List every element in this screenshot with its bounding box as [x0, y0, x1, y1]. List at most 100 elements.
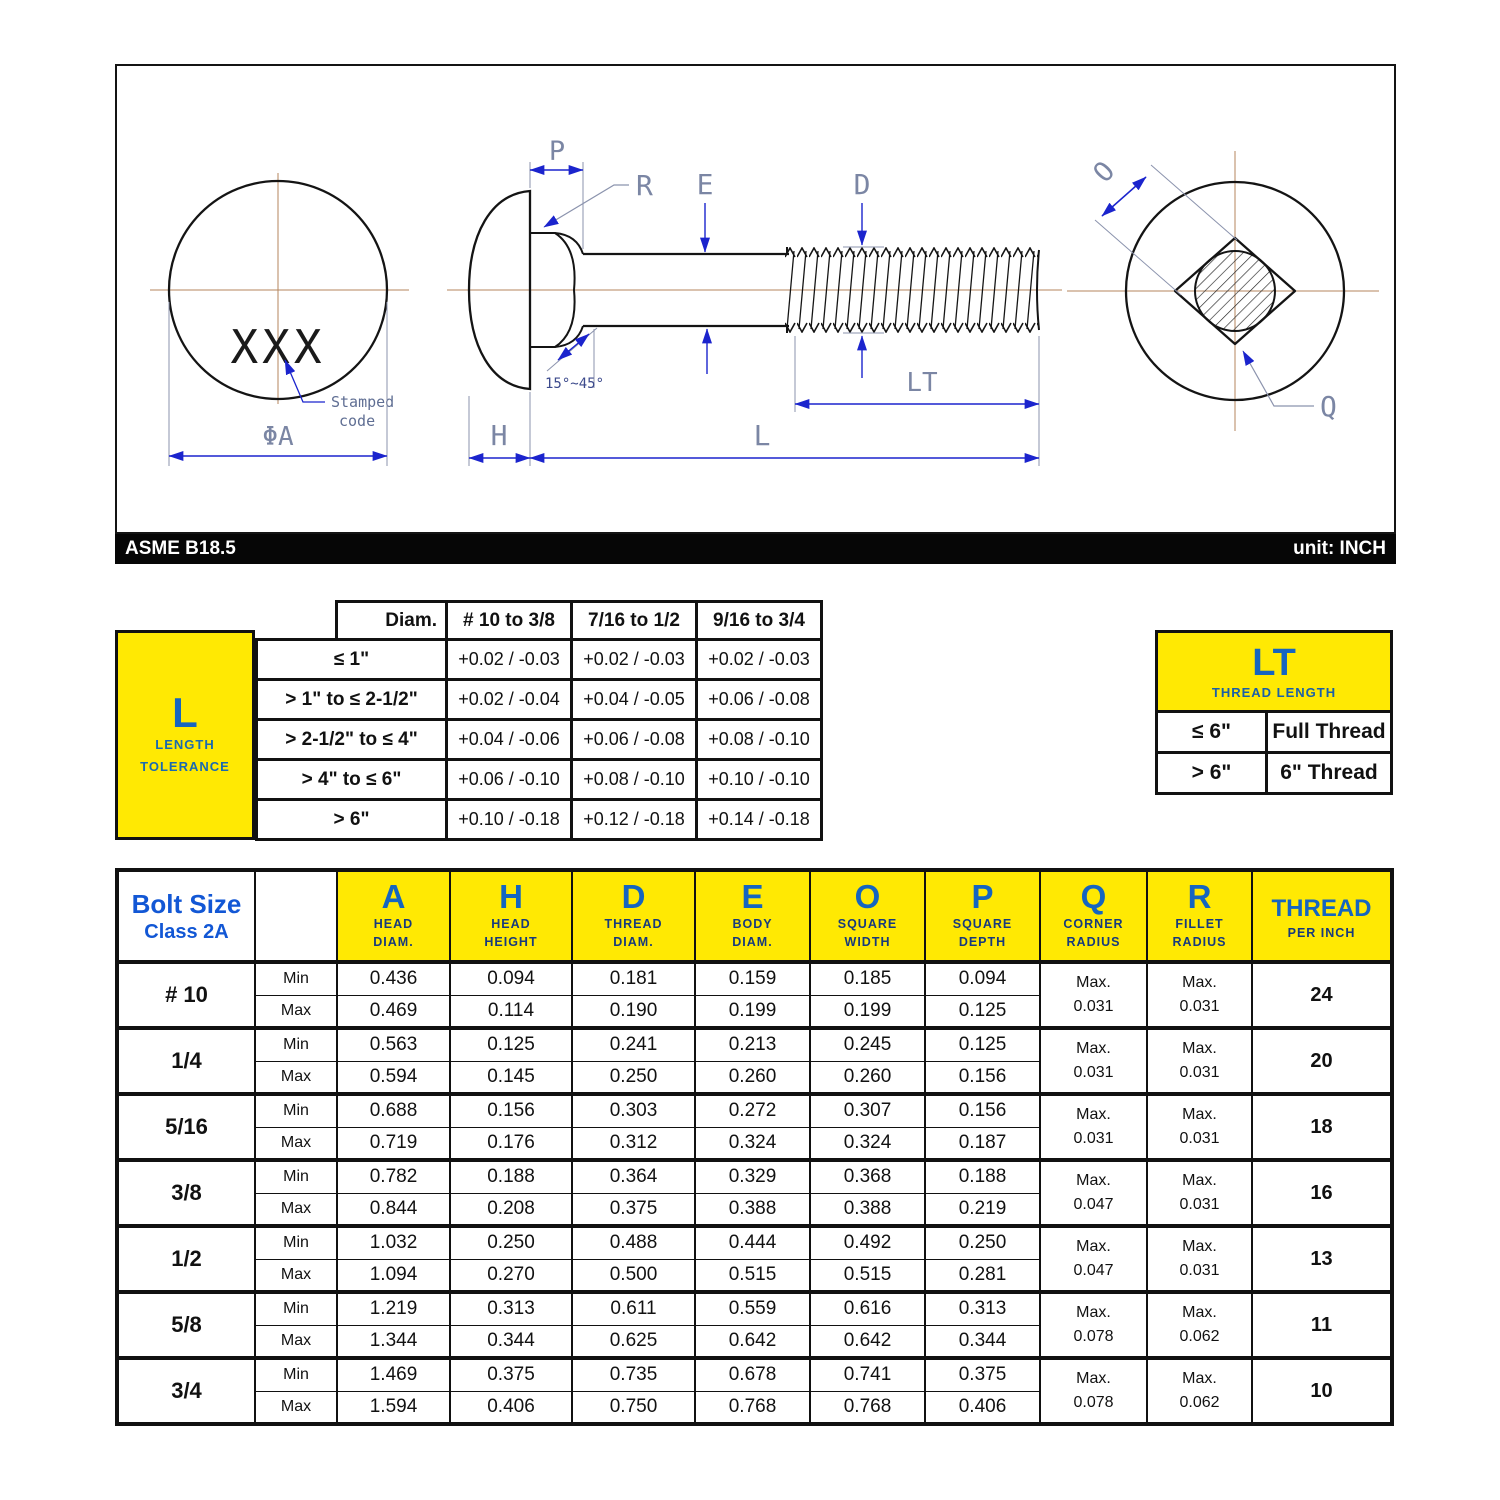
tolerance-value: +0.04 / -0.05 — [570, 678, 698, 721]
length-range: ≤ 1" — [255, 638, 448, 681]
max-label: Max — [254, 1126, 338, 1162]
radius-value: 0.031 — [1179, 1262, 1220, 1279]
stamped-code-leader — [284, 359, 325, 403]
l-symbol: L — [172, 688, 198, 736]
dimension-min-value: 0.159 — [694, 960, 811, 996]
dimension-max-value: 1.344 — [336, 1324, 451, 1360]
tolerance-value: +0.02 / -0.03 — [445, 638, 573, 681]
tolerance-value: +0.12 / -0.18 — [570, 798, 698, 841]
min-label: Min — [254, 1290, 338, 1326]
table-row: Max 0.469 0.114 0.190 0.199 0.199 0.125 — [117, 994, 1392, 1030]
table-row: 3/8 Min 0.782 0.188 0.364 0.329 0.368 0.188 Max.… — [116, 1158, 1393, 1227]
max-label: Max — [254, 1060, 338, 1096]
dimension-min-value: 0.307 — [809, 1092, 926, 1128]
corner-radius-max: Max. 0.078 — [1039, 1356, 1148, 1425]
tolerance-value: +0.02 / -0.04 — [445, 678, 573, 721]
carriage-bolt-drawing: XXX Stamped code ΦA — [150, 136, 1379, 466]
table-row: # 10 Min 0.436 0.094 0.181 0.159 0.185 0.094 Max… — [116, 960, 1393, 1029]
table-row: 3/4 Min 1.469 0.375 0.735 0.678 0.741 0.375 Max.… — [116, 1356, 1393, 1425]
col-header-p: P SQUARE DEPTH — [924, 869, 1041, 964]
dimension-min-value: 0.488 — [571, 1224, 696, 1260]
table-row: Max 1.594 0.406 0.750 0.768 0.768 0.406 — [117, 1390, 1392, 1426]
radius-value: 0.031 — [1073, 1064, 1114, 1081]
bolt-size: 1/2 — [116, 1224, 256, 1293]
fillet-radius-max: Max. 0.062 — [1146, 1356, 1253, 1425]
max-caption: Max. — [1076, 1238, 1111, 1255]
dimension-min-value: 0.213 — [694, 1026, 811, 1062]
square-neck-outline — [1173, 236, 1297, 346]
dimension-max-value: 0.406 — [449, 1390, 573, 1426]
dimension-max-value: 0.281 — [924, 1258, 1041, 1294]
dimension-min-value: 0.125 — [449, 1026, 573, 1062]
bolt-size: 5/8 — [116, 1290, 256, 1359]
fillet-radius-max: Max. 0.031 — [1146, 1026, 1253, 1095]
l-tolerance-title-box: L LENGTH TOLERANCE — [115, 630, 255, 840]
lt-value: 6" Thread — [1265, 751, 1393, 795]
l-header-col3: 9/16 to 3/4 — [695, 600, 823, 641]
head-outline — [1124, 180, 1346, 402]
min-label: Min — [254, 1158, 338, 1194]
dimension-min-value: 0.313 — [924, 1290, 1041, 1326]
dimension-min-value: 0.364 — [571, 1158, 696, 1194]
tolerance-value: +0.10 / -0.18 — [445, 798, 573, 841]
max-caption: Max. — [1076, 1304, 1111, 1321]
col-header-r: R FILLET RADIUS — [1146, 869, 1253, 964]
extension-line — [1094, 219, 1182, 296]
dim-label-e: E — [697, 168, 714, 201]
corner-radius-max: Max. 0.031 — [1039, 960, 1148, 1029]
table-row: 1/2 Min 1.032 0.250 0.488 0.444 0.492 0.250 Max.… — [116, 1224, 1393, 1293]
minmax-header-blank — [254, 869, 338, 964]
max-caption: Max. — [1076, 1040, 1111, 1057]
col-header-o: O SQUARE WIDTH — [809, 869, 926, 964]
dimension-min-value: 0.094 — [449, 960, 573, 996]
max-caption: Max. — [1182, 1304, 1217, 1321]
dimension-max-value: 0.500 — [571, 1258, 696, 1294]
fillet-radius-max: Max. 0.031 — [1146, 1158, 1253, 1227]
radius-value: 0.031 — [1179, 1130, 1220, 1147]
max-label: Max — [254, 994, 338, 1030]
radius-value: 0.047 — [1073, 1196, 1114, 1213]
radius-value: 0.078 — [1073, 1394, 1114, 1411]
length-range: > 1" to ≤ 2-1/2" — [255, 678, 448, 721]
radius-value: 0.031 — [1179, 998, 1220, 1015]
fillet-leader — [543, 184, 629, 228]
dimension-min-value: 0.250 — [924, 1224, 1041, 1260]
dimension-max-value: 0.344 — [449, 1324, 573, 1360]
radius-value: 0.062 — [1179, 1394, 1220, 1411]
l-header-diam: Diam. — [335, 600, 448, 641]
table-row: Max 1.344 0.344 0.625 0.642 0.642 0.344 — [117, 1324, 1392, 1360]
dimension-min-value: 0.185 — [809, 960, 926, 996]
dimension-max-value: 0.199 — [694, 994, 811, 1030]
dimension-min-value: 0.188 — [449, 1158, 573, 1194]
table-row: Max 0.844 0.208 0.375 0.388 0.388 0.219 — [117, 1192, 1392, 1228]
dimension-max-value: 0.145 — [449, 1060, 573, 1096]
threads — [785, 247, 1039, 333]
max-caption: Max. — [1182, 974, 1217, 991]
thread-end — [1036, 249, 1040, 331]
max-caption: Max. — [1182, 1106, 1217, 1123]
dimension-max-value: 0.750 — [571, 1390, 696, 1426]
dimension-max-value: 0.768 — [694, 1390, 811, 1426]
neck-top — [530, 232, 584, 255]
max-caption: Max. — [1182, 1040, 1217, 1057]
angle-arrows — [557, 333, 590, 361]
table-row: Max 1.094 0.270 0.500 0.515 0.515 0.281 — [117, 1258, 1392, 1294]
max-caption: Max. — [1076, 1370, 1111, 1387]
dimension-max-value: 0.344 — [924, 1324, 1041, 1360]
dimension-max-value: 0.375 — [571, 1192, 696, 1228]
tolerance-value: +0.08 / -0.10 — [695, 718, 823, 761]
dimension-min-value: 0.241 — [571, 1026, 696, 1062]
table-row: 1/4 Min 0.563 0.125 0.241 0.213 0.245 0.125 Max.… — [116, 1026, 1393, 1095]
dimension-max-value: 0.219 — [924, 1192, 1041, 1228]
dim-label-r: R — [636, 169, 653, 202]
dim-label-l: L — [754, 419, 771, 452]
lt-subtitle: THREAD LENGTH — [1211, 684, 1337, 700]
max-label: Max — [254, 1390, 338, 1426]
dimension-max-value: 0.114 — [449, 994, 573, 1030]
radius-value: 0.047 — [1073, 1262, 1114, 1279]
shank-section-hatched — [1194, 250, 1276, 332]
table-row: Max 0.594 0.145 0.250 0.260 0.260 0.156 — [117, 1060, 1392, 1096]
tolerance-value: +0.08 / -0.10 — [570, 758, 698, 801]
lt-thread-length-table: LT THREAD LENGTH ≤ 6" Full Thread > 6" 6… — [1155, 630, 1393, 795]
